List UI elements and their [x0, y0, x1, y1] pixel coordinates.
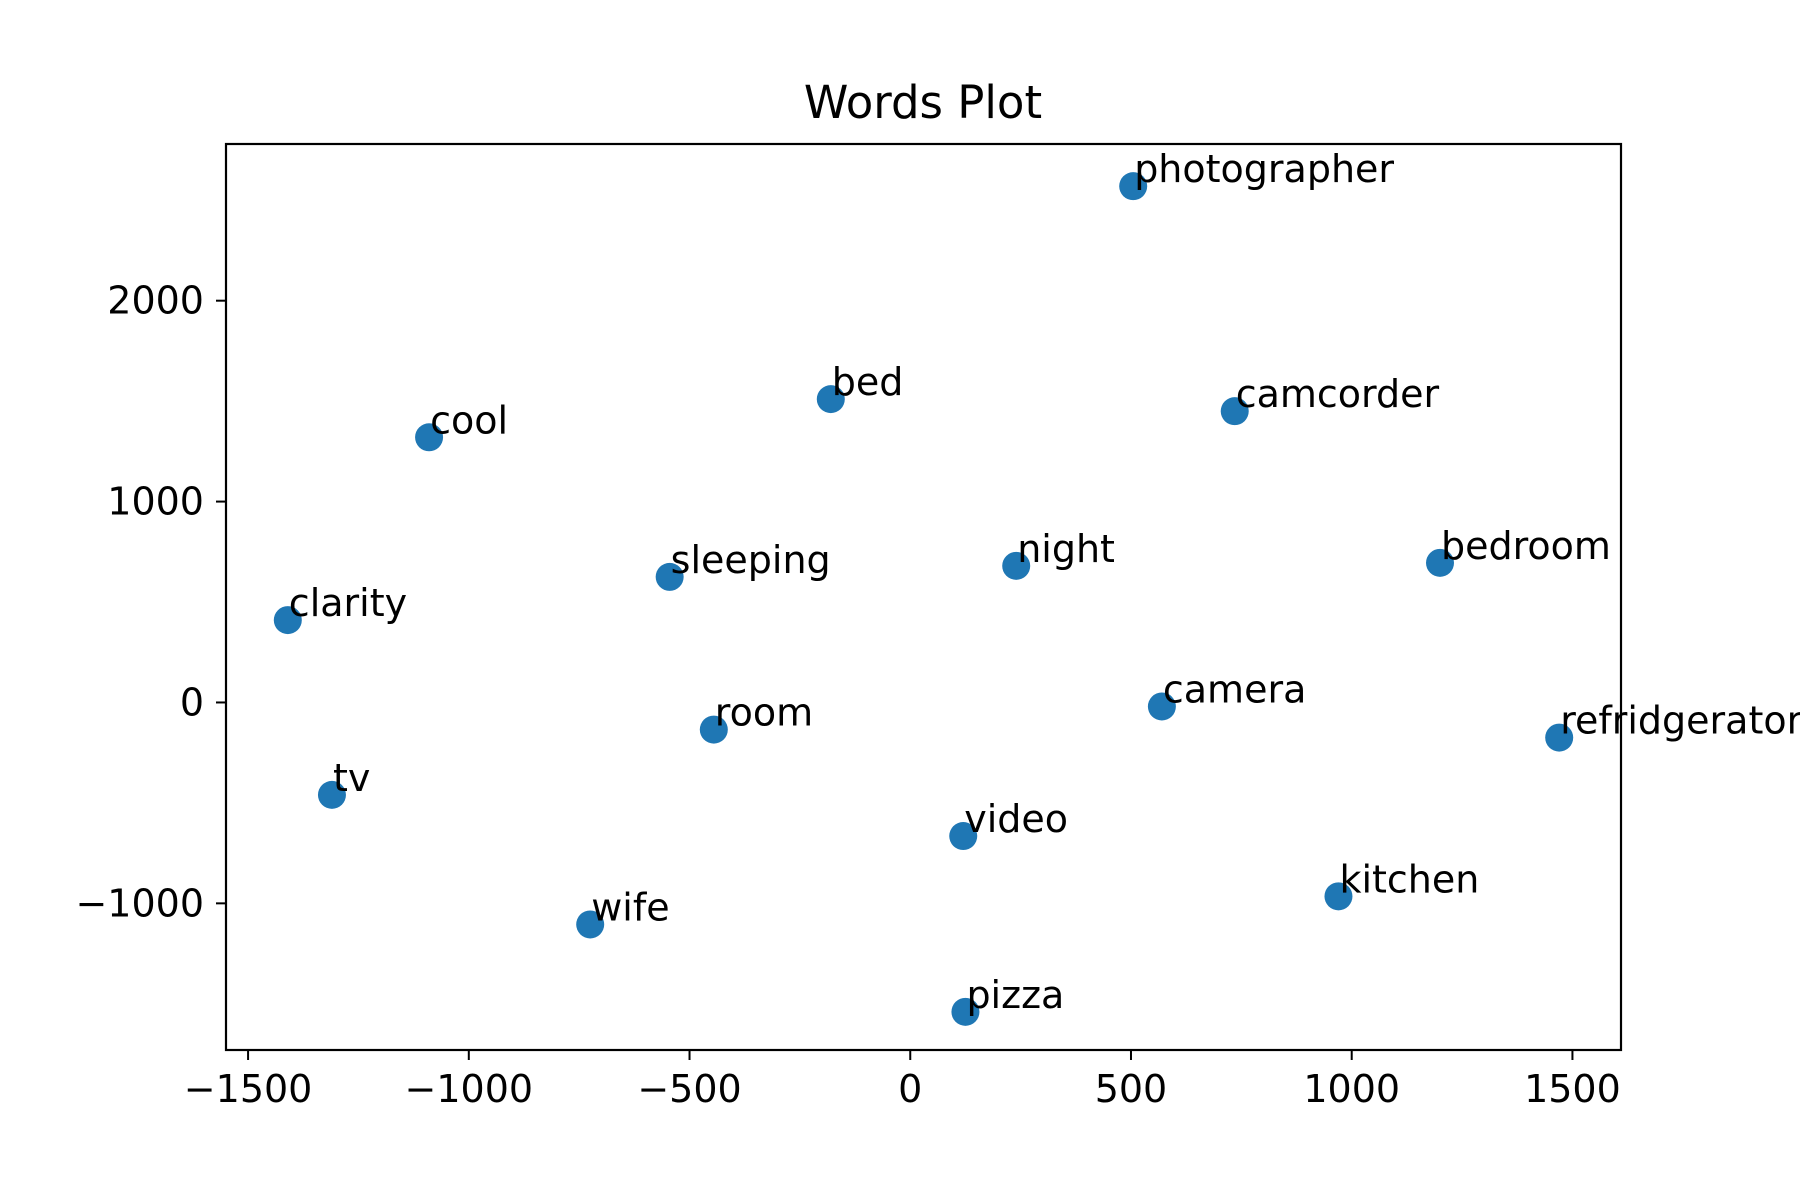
point-label: photographer	[1134, 147, 1394, 191]
scatter-point	[317, 780, 346, 809]
x-axis-ticks: −1500 −1000 −500 0 500 1000 1500	[184, 1050, 1621, 1111]
scatter-point	[1545, 723, 1574, 752]
x-tick-label: 1500	[1524, 1067, 1621, 1111]
point-label: camcorder	[1236, 372, 1440, 416]
y-tick-label: 1000	[107, 480, 204, 524]
scatter-point	[949, 822, 978, 851]
scatter-point	[415, 423, 444, 452]
point-label: sleeping	[671, 538, 831, 582]
x-tick-label: −500	[637, 1067, 741, 1111]
point-label: bed	[832, 360, 904, 404]
y-tick-label: 0	[180, 680, 204, 724]
plot-area-frame	[224, 142, 1623, 1052]
point-label: cool	[430, 398, 508, 442]
scatter-point	[1324, 882, 1353, 911]
point-label: clarity	[289, 581, 407, 625]
scatter-point	[951, 997, 980, 1026]
scatter-point	[1119, 172, 1148, 201]
y-axis-ticks: −1000 0 1000 2000	[75, 279, 226, 925]
scatter-point	[273, 606, 302, 635]
x-tick-label: 0	[898, 1067, 922, 1111]
point-label: refridgerator	[1560, 699, 1800, 743]
scatter-point	[655, 562, 684, 591]
x-tick-label: 1000	[1303, 1067, 1400, 1111]
scatter-point	[576, 910, 605, 939]
point-label: camera	[1163, 667, 1306, 711]
chart-title: Words Plot	[804, 76, 1042, 129]
point-label: room	[715, 691, 813, 735]
scatter-points	[273, 172, 1574, 1026]
point-label: bedroom	[1441, 524, 1611, 568]
point-label: tv	[333, 756, 370, 800]
scatter-point	[1002, 551, 1031, 580]
point-label: pizza	[966, 973, 1064, 1017]
point-labels: photographer bed camcorder cool sleeping nigh…	[289, 147, 1800, 1017]
scatter-point	[816, 385, 845, 414]
y-tick-label: −1000	[75, 881, 204, 925]
point-label: wife	[591, 885, 669, 929]
y-tick-label: 2000	[107, 279, 204, 323]
x-tick-label: 500	[1095, 1067, 1168, 1111]
point-label: night	[1017, 527, 1115, 571]
scatter-point	[699, 715, 728, 744]
scatter-point	[1426, 548, 1455, 577]
point-label: video	[964, 797, 1068, 841]
scatter-point	[1147, 692, 1176, 721]
x-tick-label: −1000	[405, 1067, 534, 1111]
x-tick-label: −1500	[184, 1067, 313, 1111]
point-label: kitchen	[1339, 857, 1479, 901]
scatter-point	[1220, 397, 1249, 426]
